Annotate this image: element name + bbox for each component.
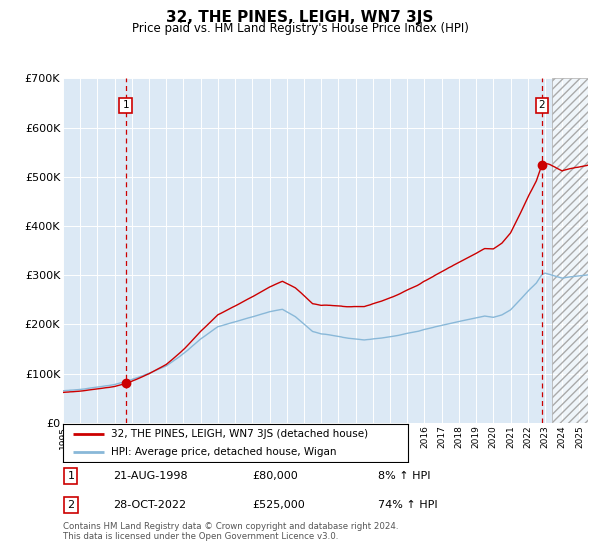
Text: 32, THE PINES, LEIGH, WN7 3JS (detached house): 32, THE PINES, LEIGH, WN7 3JS (detached … [111, 429, 368, 439]
Text: HPI: Average price, detached house, Wigan: HPI: Average price, detached house, Wiga… [111, 447, 337, 457]
Text: 1: 1 [67, 472, 74, 481]
Text: 21-AUG-1998: 21-AUG-1998 [113, 472, 187, 481]
Text: £80,000: £80,000 [252, 472, 298, 481]
Bar [552, 78, 588, 423]
Text: 74% ↑ HPI: 74% ↑ HPI [378, 500, 437, 510]
Text: 8% ↑ HPI: 8% ↑ HPI [378, 472, 431, 481]
Bar [552, 78, 588, 423]
Text: 28-OCT-2022: 28-OCT-2022 [113, 500, 186, 510]
Text: 32, THE PINES, LEIGH, WN7 3JS: 32, THE PINES, LEIGH, WN7 3JS [166, 10, 434, 25]
Text: 1: 1 [122, 100, 129, 110]
Text: £525,000: £525,000 [252, 500, 305, 510]
Text: Price paid vs. HM Land Registry's House Price Index (HPI): Price paid vs. HM Land Registry's House … [131, 22, 469, 35]
Text: 2: 2 [539, 100, 545, 110]
Text: 2: 2 [67, 500, 74, 510]
Text: Contains HM Land Registry data © Crown copyright and database right 2024.
This d: Contains HM Land Registry data © Crown c… [63, 522, 398, 542]
